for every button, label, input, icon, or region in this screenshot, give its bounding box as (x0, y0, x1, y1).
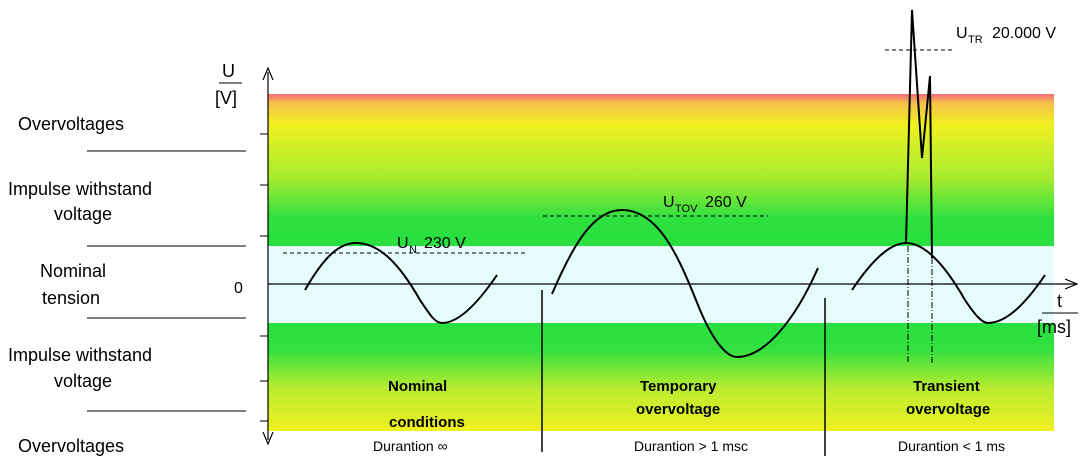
temporary-sine-wave (551, 208, 819, 359)
svg-text:230 V: 230 V (424, 235, 466, 252)
section-temporary-title-1: Temporary (640, 378, 717, 395)
label-impulse-top-1: Impulse withstand (8, 179, 152, 199)
utr-annotation: U TR 20.000 V (956, 25, 1056, 46)
zero-label: 0 (234, 280, 243, 297)
overvoltage-band-top (268, 94, 1054, 246)
svg-text:U: U (663, 194, 675, 211)
section-temporary-title-2: overvoltage (636, 401, 720, 418)
x-axis-label-unit: [ms] (1037, 317, 1071, 337)
section-transient-title-1: Transient (913, 378, 980, 395)
overvoltage-band-bottom (268, 323, 1054, 431)
y-axis (260, 66, 274, 446)
section-nominal-title-2: conditions (389, 414, 465, 431)
label-nominal-1: Nominal (40, 261, 106, 281)
x-axis-label-t: t (1057, 291, 1062, 311)
svg-text:TR: TR (968, 34, 983, 46)
svg-text:20.000 V: 20.000 V (992, 25, 1056, 42)
section-transient-title-2: overvoltage (906, 401, 990, 418)
y-axis-label-u: U (222, 61, 235, 81)
label-nominal-2: tension (42, 288, 100, 308)
svg-text:TOV: TOV (675, 203, 698, 215)
svg-text:N: N (409, 244, 417, 256)
transient-spike (905, 9, 933, 259)
nominal-sine-wave (304, 241, 498, 325)
label-overvoltages-bottom: Overvoltages (18, 436, 124, 456)
x-axis (268, 278, 1079, 290)
duration-nominal: Durantion ∞ (373, 438, 448, 454)
svg-text:U: U (397, 235, 409, 252)
utov-annotation: U TOV 260 V (663, 194, 747, 215)
label-impulse-top-2: voltage (54, 204, 112, 224)
svg-text:260 V: 260 V (705, 194, 747, 211)
transient-sine-wave (851, 241, 1046, 325)
label-impulse-bottom-2: voltage (54, 371, 112, 391)
un-annotation: U N 230 V (397, 235, 466, 256)
duration-temporary: Durantion > 1 msc (634, 438, 748, 454)
label-impulse-bottom-1: Impulse withstand (8, 345, 152, 365)
section-nominal-title-1: Nominal (388, 378, 447, 395)
svg-text:U: U (956, 25, 968, 42)
duration-transient: Durantion < 1 ms (898, 438, 1005, 454)
y-axis-label-unit: [V] (215, 88, 237, 108)
label-overvoltages-top: Overvoltages (18, 114, 124, 134)
